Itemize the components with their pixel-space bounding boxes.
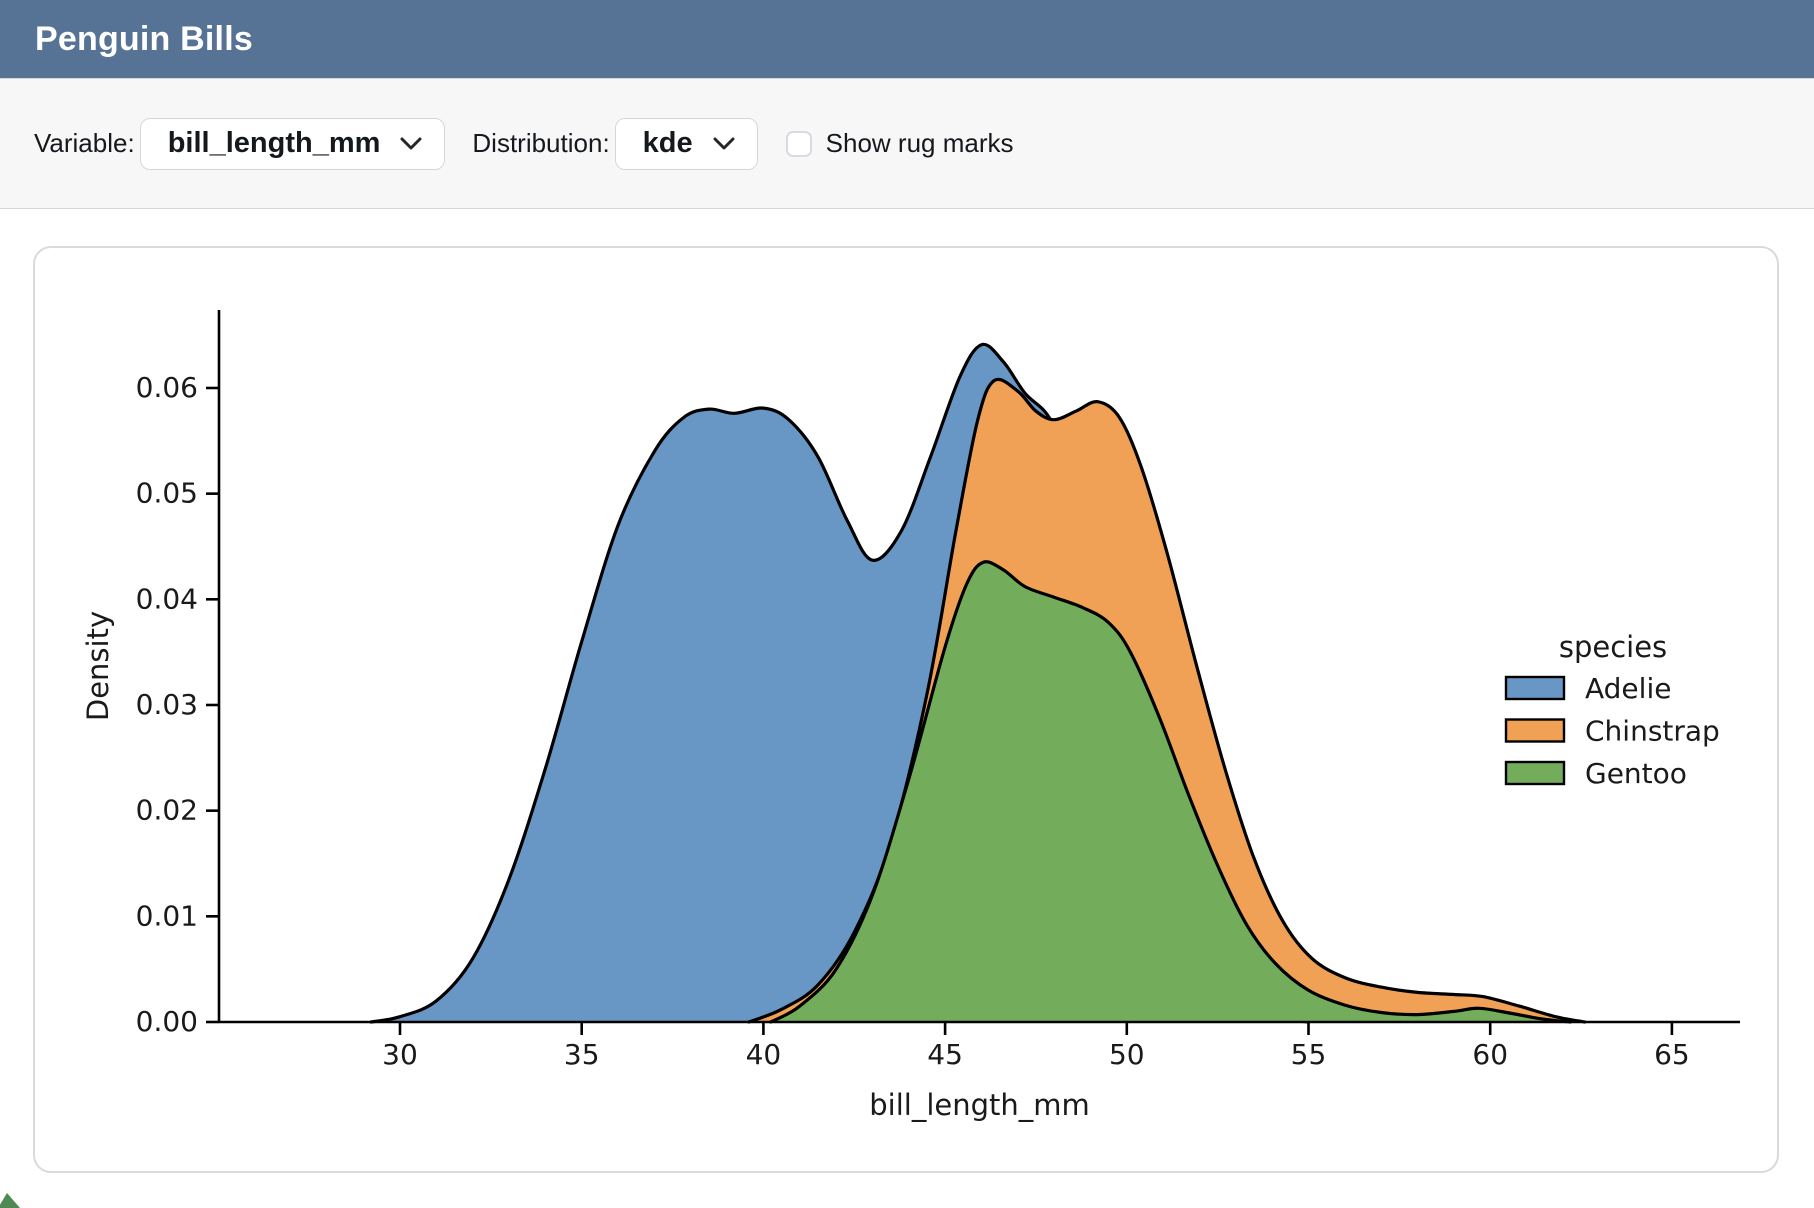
distribution-select[interactable]: kde — [614, 117, 758, 170]
distribution-label: Distribution: — [472, 128, 610, 158]
distribution-select-value: kde — [642, 127, 693, 159]
variable-select-value: bill_length_mm — [167, 127, 381, 159]
variable-select[interactable]: bill_length_mm — [139, 117, 446, 170]
chart-card — [33, 246, 1779, 1173]
chevron-down-icon — [713, 137, 735, 149]
toolbar: Variable: bill_length_mm Distribution: k… — [0, 78, 1814, 209]
chevron-down-icon — [400, 137, 422, 149]
rug-checkbox[interactable] — [785, 130, 812, 157]
variable-label: Variable: — [34, 128, 135, 158]
page-title: Penguin Bills — [35, 19, 253, 58]
rug-checkbox-label: Show rug marks — [825, 128, 1014, 158]
app-header: Penguin Bills — [0, 0, 1814, 78]
corner-decoration — [0, 1193, 20, 1208]
